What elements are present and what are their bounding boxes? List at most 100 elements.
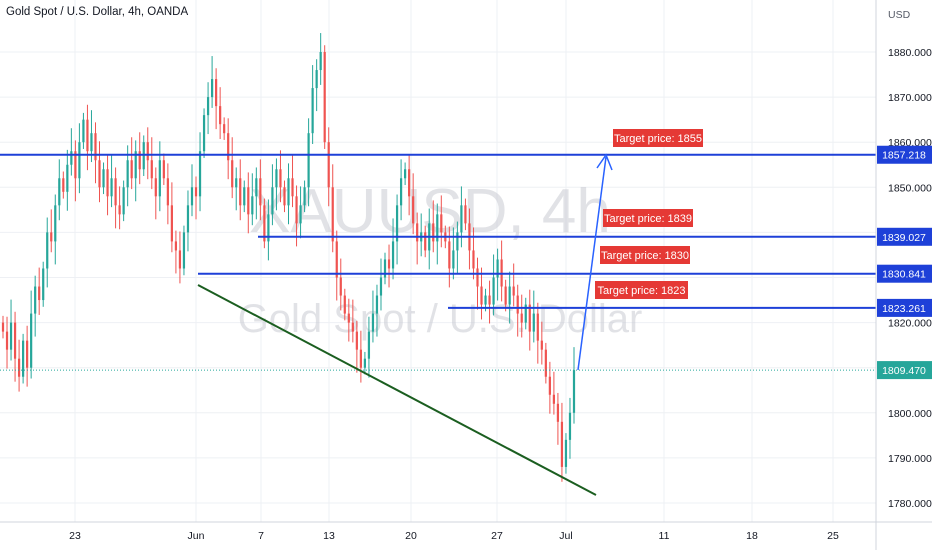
- candle-body: [130, 160, 133, 179]
- target-label: Target price: 1855: [614, 133, 702, 145]
- currency-label: USD: [888, 9, 911, 21]
- candle-body: [267, 214, 270, 242]
- candle-body: [74, 151, 77, 179]
- candle-body: [247, 187, 250, 215]
- candle-body: [50, 232, 53, 242]
- time-tick-label: Jul: [559, 530, 572, 542]
- candle-body: [82, 119, 85, 143]
- last-price-tag-label: 1809.470: [882, 365, 926, 377]
- candle-body: [78, 142, 81, 179]
- target-label-box: [600, 246, 690, 264]
- candle-body: [86, 119, 89, 152]
- candle-body: [202, 115, 206, 152]
- candle-body: [456, 232, 459, 251]
- candle-body: [271, 187, 274, 215]
- candle-body: [524, 304, 527, 323]
- candle-body: [17, 358, 21, 377]
- candle-body: [383, 259, 387, 278]
- candle-body: [126, 160, 129, 188]
- target-label-box: [613, 129, 703, 147]
- candle-body: [102, 169, 105, 188]
- candle-body: [94, 133, 97, 161]
- candle-body: [21, 340, 25, 377]
- candle-body: [307, 133, 310, 188]
- time-tick-label: 7: [258, 530, 264, 542]
- candle-body: [134, 151, 137, 179]
- candle-body: [146, 142, 149, 161]
- time-tick-label: 25: [827, 530, 839, 542]
- chart-title: Gold Spot / U.S. Dollar, 4h, OANDA: [6, 6, 189, 18]
- candle-body: [30, 313, 33, 368]
- price-tick-label: 1880.000: [888, 47, 932, 59]
- candle-body: [299, 205, 302, 224]
- candle-body: [508, 286, 511, 305]
- time-tick-label: 23: [69, 530, 81, 542]
- candle-body: [556, 403, 560, 422]
- candle-body: [178, 250, 182, 269]
- last-price-tag: [877, 361, 932, 380]
- candle-body: [118, 205, 121, 215]
- candle-body: [154, 178, 157, 197]
- target-label: Target price: 1839: [604, 213, 692, 225]
- time-axis: 23 Jun 7 13 20 27 Jul 11 18 25: [0, 521, 932, 542]
- price-level-tag-label: 1823.261: [882, 303, 926, 315]
- target-label-box: [603, 209, 693, 227]
- candle-body: [66, 164, 69, 192]
- price-level-tag: [877, 145, 932, 164]
- candle-body: [476, 268, 479, 287]
- candle-body: [1, 322, 5, 332]
- candle-body: [432, 223, 435, 242]
- candle-body: [190, 187, 194, 206]
- time-tick-label: 20: [405, 530, 417, 542]
- candle-body: [239, 178, 242, 206]
- candle-body: [339, 277, 342, 296]
- candle-body: [528, 304, 531, 332]
- candle-body: [331, 187, 334, 242]
- candle-body: [480, 286, 483, 305]
- candle-body: [114, 178, 117, 206]
- candle-body: [548, 376, 551, 395]
- candle-body: [484, 295, 487, 305]
- candle-body: [504, 286, 507, 305]
- candle-body: [564, 439, 568, 467]
- drawings: Target price: 1855 Target price: 1839 Targ…: [0, 129, 876, 496]
- candle-body: [70, 151, 73, 165]
- candle-body: [215, 79, 218, 107]
- candle-body: [335, 241, 338, 278]
- time-tick-label: Jun: [188, 530, 205, 542]
- candle-body: [323, 52, 326, 143]
- target-label-box: [595, 281, 688, 299]
- candle-body: [62, 178, 65, 192]
- candle-body: [243, 187, 246, 206]
- candle-body: [408, 169, 411, 197]
- candle-body: [122, 187, 125, 215]
- candle-body: [9, 322, 13, 350]
- projection-arrow-head: [596, 153, 613, 171]
- candle-body: [291, 178, 294, 197]
- candle-body: [158, 160, 161, 197]
- candle-body: [359, 349, 362, 368]
- candle-body: [440, 214, 443, 233]
- candle-body: [363, 358, 367, 368]
- candle-body: [552, 394, 556, 404]
- candle-body: [416, 223, 419, 242]
- candle-body: [13, 322, 17, 359]
- candle-body: [223, 124, 226, 134]
- candle-body: [58, 178, 61, 206]
- candle-body: [90, 133, 93, 152]
- candle-body: [54, 205, 57, 242]
- candle-body: [327, 142, 330, 188]
- candle-body: [404, 169, 407, 179]
- candle-body: [464, 205, 467, 224]
- candle-body: [315, 70, 318, 89]
- candle-body: [395, 205, 399, 242]
- candle-body: [311, 88, 314, 134]
- candle-body: [355, 331, 358, 350]
- candle-body: [255, 178, 258, 197]
- candle-body: [38, 286, 41, 301]
- candle-body: [227, 133, 230, 161]
- candles: [1, 33, 576, 482]
- candle-body: [351, 322, 354, 332]
- candle-body: [251, 196, 254, 215]
